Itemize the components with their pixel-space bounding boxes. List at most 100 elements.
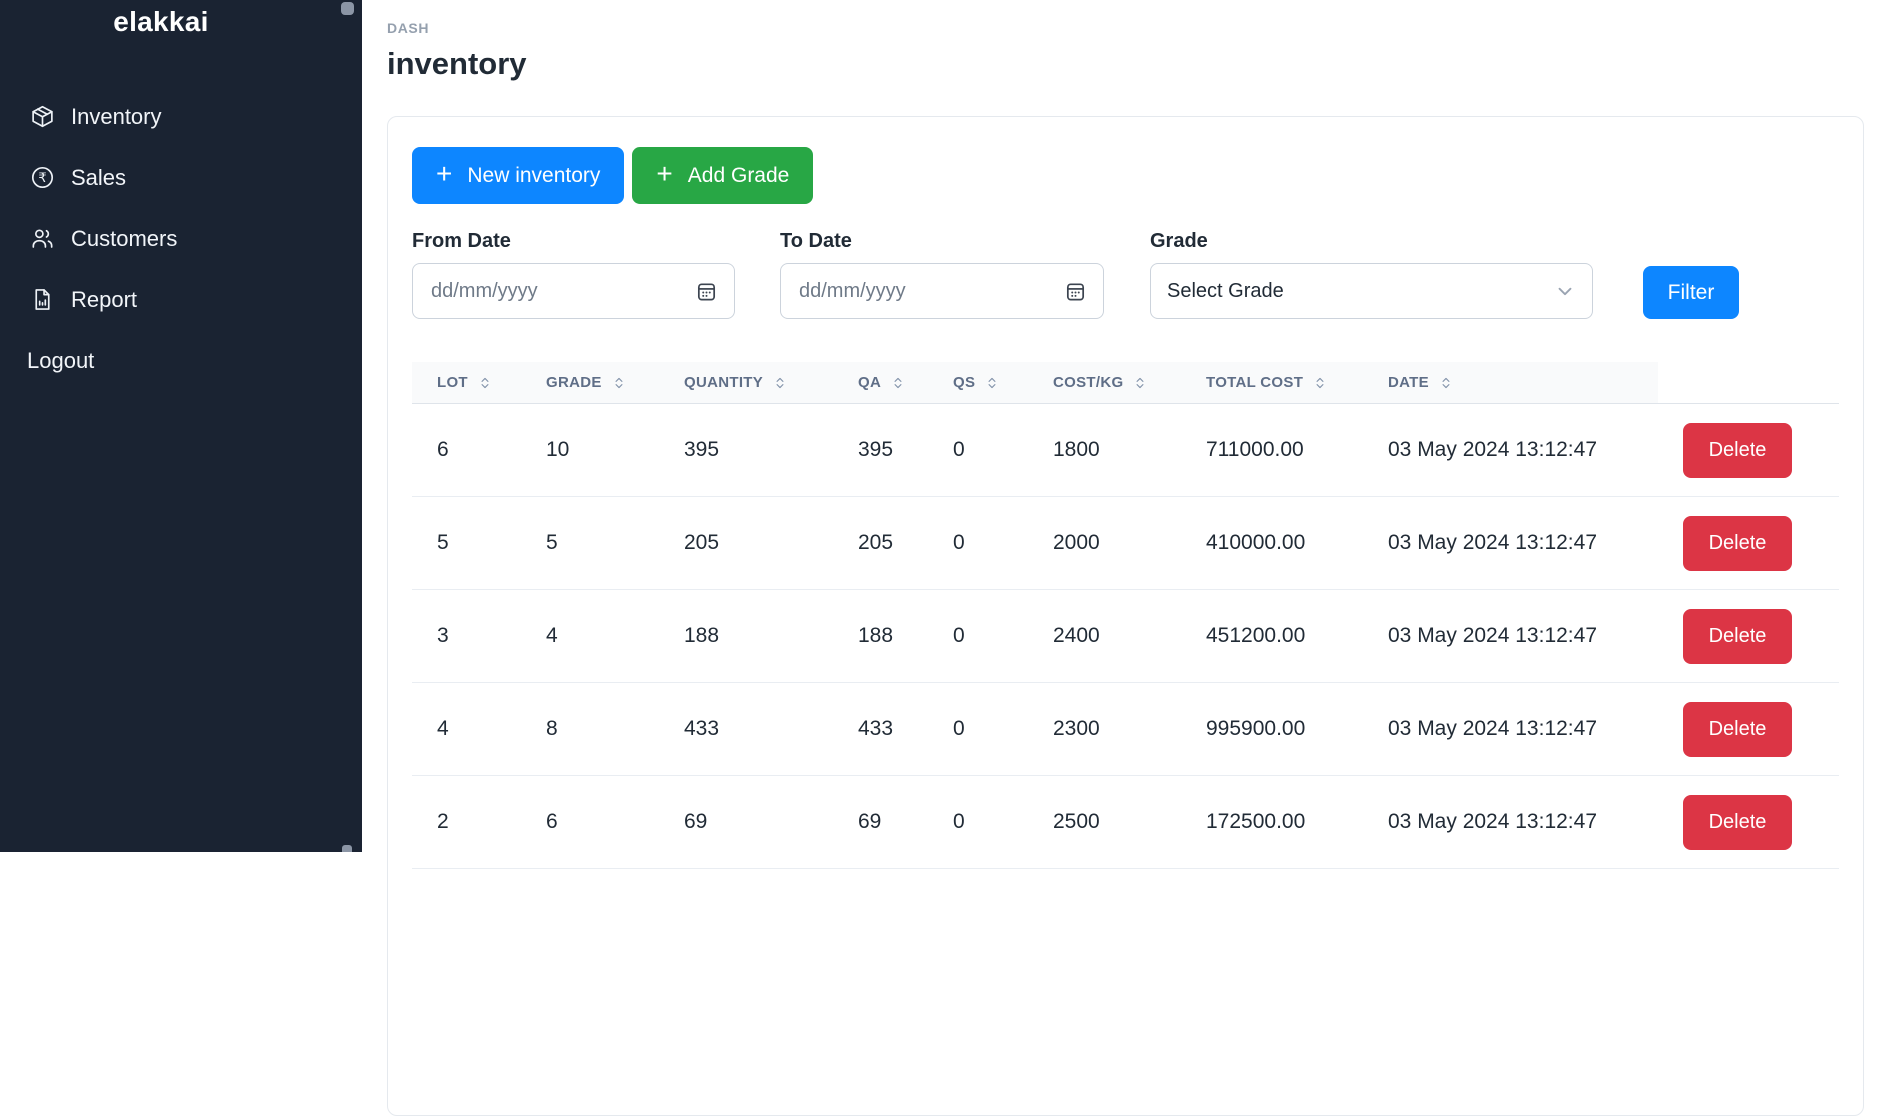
- sidebar-scrollbar-thumb[interactable]: [341, 2, 354, 15]
- delete-button[interactable]: Delete: [1683, 515, 1792, 571]
- cell-date: 03 May 2024 13:12:47: [1388, 810, 1597, 833]
- sidebar-item-customers[interactable]: Customers: [0, 208, 362, 269]
- plus-icon: +: [436, 158, 453, 189]
- cell-qa: 188: [858, 624, 894, 647]
- sidebar-scrollbar-thumb-bottom[interactable]: [342, 845, 352, 852]
- cell-total-cost: 172500.00: [1206, 810, 1306, 833]
- brand-logo: elakkai: [113, 6, 209, 37]
- users-icon: [32, 229, 53, 248]
- grade-group: Grade Select Grade: [1150, 230, 1593, 319]
- cell-quantity: 433: [684, 717, 720, 740]
- sort-icon: [988, 377, 996, 388]
- logout-label: Logout: [27, 347, 95, 373]
- cell-qa: 69: [858, 810, 882, 833]
- cell-lot: 6: [437, 438, 449, 461]
- to-date-field: [780, 263, 1104, 319]
- cell-date: 03 May 2024 13:12:47: [1388, 624, 1597, 647]
- column-label: LOT: [437, 374, 468, 391]
- new-inventory-button[interactable]: + New inventory: [412, 147, 625, 204]
- delete-button[interactable]: Delete: [1683, 422, 1792, 478]
- sort-icon: [1442, 377, 1450, 388]
- page-title: inventory: [387, 46, 527, 81]
- cell-grade: 8: [546, 717, 558, 740]
- cell-qa: 433: [858, 717, 894, 740]
- cell-qa: 205: [858, 531, 894, 554]
- cell-qs: 0: [953, 531, 965, 554]
- column-header-quantity[interactable]: QUANTITY: [659, 362, 833, 403]
- cell-quantity: 395: [684, 438, 720, 461]
- cell-quantity: 205: [684, 531, 720, 554]
- sidebar-item-label: Sales: [71, 164, 127, 190]
- delete-button[interactable]: Delete: [1683, 794, 1792, 850]
- to-date-input[interactable]: [797, 278, 1064, 304]
- column-label: COST/KG: [1053, 374, 1124, 391]
- sidebar-item-inventory[interactable]: Inventory: [0, 86, 362, 147]
- cell-quantity: 188: [684, 624, 720, 647]
- sidebar-item-report[interactable]: Report: [0, 269, 362, 330]
- from-date-group: From Date: [412, 230, 735, 319]
- table-row: 5 5 205 205 0 2000 410000.00 03 May 2024…: [412, 497, 1839, 590]
- cell-total-cost: 410000.00: [1206, 531, 1306, 554]
- column-header-lot[interactable]: LOT: [412, 362, 521, 403]
- filter-button[interactable]: Filter: [1643, 266, 1739, 319]
- cell-actions: Delete: [1658, 590, 1839, 682]
- cell-date: 03 May 2024 13:12:47: [1388, 531, 1597, 554]
- filter-bar: From Date: [412, 230, 1839, 319]
- column-header-cost-kg[interactable]: COST/KG: [1028, 362, 1181, 403]
- delete-button[interactable]: Delete: [1683, 608, 1792, 664]
- column-label: QUANTITY: [684, 374, 764, 391]
- rupee-circle-icon: ₹: [31, 166, 54, 189]
- cell-cost-kg: 2500: [1053, 810, 1100, 833]
- delete-button[interactable]: Delete: [1683, 701, 1792, 757]
- cell-lot: 5: [437, 531, 449, 554]
- calendar-icon[interactable]: [695, 280, 718, 303]
- plus-icon: +: [656, 158, 673, 189]
- inventory-card: + New inventory + Add Grade From Date: [387, 116, 1864, 1116]
- report-icon: [35, 289, 50, 310]
- column-label: QA: [858, 374, 882, 391]
- add-grade-button[interactable]: + Add Grade: [632, 147, 814, 204]
- column-label: GRADE: [546, 374, 602, 391]
- cell-qs: 0: [953, 438, 965, 461]
- column-header-grade[interactable]: GRADE: [521, 362, 659, 403]
- table-body: 6 10 395 395 0 1800 711000.00 03 May 202…: [412, 404, 1839, 869]
- to-date-label: To Date: [780, 230, 852, 252]
- column-header-total-cost[interactable]: TOTAL COST: [1181, 362, 1363, 403]
- sort-icon: [615, 377, 623, 388]
- sidebar-item-sales[interactable]: ₹ Sales: [0, 147, 362, 208]
- svg-text:₹: ₹: [38, 171, 46, 186]
- column-header-date[interactable]: DATE: [1363, 362, 1658, 403]
- column-header-qs[interactable]: QS: [928, 362, 1028, 403]
- from-date-input[interactable]: [429, 278, 695, 304]
- from-date-label: From Date: [412, 230, 511, 252]
- cell-qa: 395: [858, 438, 894, 461]
- table-row: 4 8 433 433 0 2300 995900.00 03 May 2024…: [412, 683, 1839, 776]
- column-label: TOTAL COST: [1206, 374, 1304, 391]
- package-icon: [32, 105, 53, 128]
- table-row: 6 10 395 395 0 1800 711000.00 03 May 202…: [412, 404, 1839, 497]
- calendar-icon[interactable]: [1064, 280, 1087, 303]
- grade-label: Grade: [1150, 230, 1208, 252]
- toolbar: + New inventory + Add Grade: [412, 147, 1839, 204]
- cell-grade: 6: [546, 810, 558, 833]
- table-header-row: LOT GRADE QUANTITY QA QS COST/KG TOTAL COST DAT…: [412, 362, 1839, 404]
- grade-select-value: Select Grade: [1167, 279, 1284, 302]
- cell-cost-kg: 1800: [1053, 438, 1100, 461]
- column-header-qa[interactable]: QA: [833, 362, 928, 403]
- sort-icon: [894, 377, 902, 388]
- sidebar-item-logout[interactable]: Logout: [0, 330, 362, 391]
- sidebar-item-label: Report: [71, 286, 138, 312]
- cell-actions: Delete: [1658, 776, 1839, 868]
- column-label: QS: [953, 374, 976, 391]
- sort-icon: [481, 377, 489, 388]
- main-content: DASH inventory + New inventory + Add Gra…: [362, 0, 1884, 1116]
- column-header-actions: [1658, 362, 1839, 403]
- cell-lot: 3: [437, 624, 449, 647]
- inventory-table: LOT GRADE QUANTITY QA QS COST/KG TOTAL COST DAT…: [412, 362, 1839, 869]
- grade-select[interactable]: Select Grade: [1150, 263, 1593, 319]
- chevron-down-icon: [1558, 287, 1572, 296]
- cell-date: 03 May 2024 13:12:47: [1388, 438, 1597, 461]
- cell-qs: 0: [953, 717, 965, 740]
- table-row: 2 6 69 69 0 2500 172500.00 03 May 2024 1…: [412, 776, 1839, 869]
